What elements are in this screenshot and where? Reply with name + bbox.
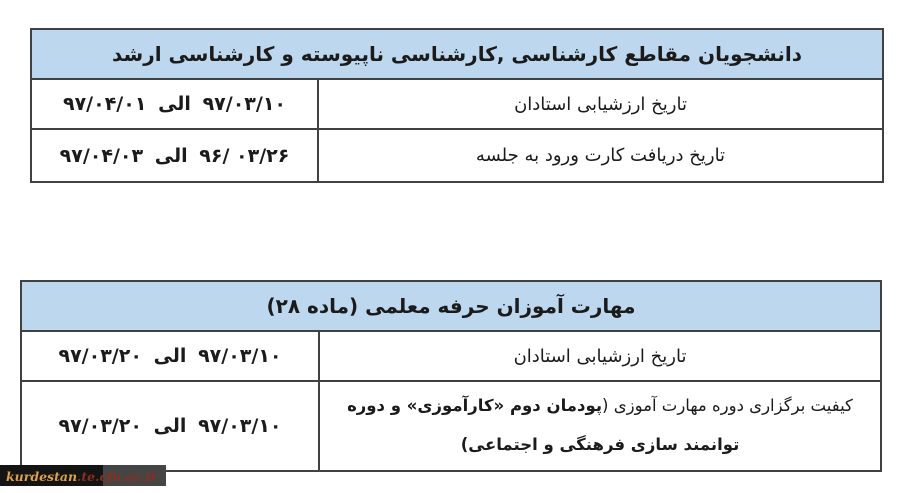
date-range: ۹۷/۰۴/۰۱ الی ۹۷/۰۳/۱۰ xyxy=(32,80,319,128)
watermark-domain-text: .te.cfu.ac.ir xyxy=(77,468,158,484)
row-label-bold-part: پودمان دوم «کارآموزی» و دوره توانمند ساز… xyxy=(347,396,740,454)
table-header: دانشجویان مقاطع کارشناسی ,کارشناسی ناپیو… xyxy=(32,30,882,80)
date-range: ۹۷/۰۴/۰۳ الی ۹۶/ ۰۳/۲۶ xyxy=(32,130,319,181)
date-start: ۹۷/۰۳/۱۰ xyxy=(202,93,287,115)
date-start: ۹۶/ ۰۳/۲۶ xyxy=(199,144,290,167)
date-start: ۹۷/۰۳/۱۰ xyxy=(198,345,282,367)
date-range: ۹۷/۰۳/۲۰ الی ۹۷/۰۳/۱۰ xyxy=(22,332,320,380)
date-conjunction: الی xyxy=(158,93,191,115)
watermark-badge: kurdestan .te.cfu.ac.ir xyxy=(0,465,167,486)
date-end: ۹۷/۰۳/۲۰ xyxy=(58,415,142,437)
row-label: تاریخ ارزشیابی استادان xyxy=(514,93,687,115)
table-row: ۹۷/۰۳/۲۰ الی ۹۷/۰۳/۱۰ تاریخ ارزشیابی است… xyxy=(22,332,880,382)
row-label-regular-part: کیفیت برگزاری دوره مهارت آموزی ( xyxy=(602,396,853,416)
degree-students-table: دانشجویان مقاطع کارشناسی ,کارشناسی ناپیو… xyxy=(30,28,884,183)
row-label: تاریخ دریافت کارت ورود به جلسه xyxy=(475,145,726,166)
row-label: تاریخ ارزشیابی استادان xyxy=(513,345,687,367)
date-conjunction: الی xyxy=(154,144,188,167)
date-range: ۹۷/۰۳/۲۰ الی ۹۷/۰۳/۱۰ xyxy=(22,382,320,470)
teaching-skill-table: مهارت آموزان حرفه معلمی (ماده ۲۸) ۹۷/۰۳/… xyxy=(20,280,882,472)
date-conjunction: الی xyxy=(153,415,187,437)
date-end: ۹۷/۰۴/۰۱ xyxy=(62,93,147,115)
date-start: ۹۷/۰۳/۱۰ xyxy=(198,415,282,437)
row-label: کیفیت برگزاری دوره مهارت آموزی (پودمان د… xyxy=(320,382,880,470)
table-header-label: دانشجویان مقاطع کارشناسی ,کارشناسی ناپیو… xyxy=(111,42,803,66)
date-conjunction: الی xyxy=(153,345,187,367)
table-header: مهارت آموزان حرفه معلمی (ماده ۲۸) xyxy=(22,282,880,332)
table-header-label: مهارت آموزان حرفه معلمی (ماده ۲۸) xyxy=(266,294,636,318)
watermark-site-text: kurdestan xyxy=(6,468,78,484)
table-row: ۹۷/۰۳/۲۰ الی ۹۷/۰۳/۱۰ کیفیت برگزاری دوره… xyxy=(22,382,880,470)
table-row: ۹۷/۰۴/۰۱ الی ۹۷/۰۳/۱۰ تاریخ ارزشیابی است… xyxy=(32,80,882,130)
table-row: ۹۷/۰۴/۰۳ الی ۹۶/ ۰۳/۲۶ تاریخ دریافت کارت… xyxy=(32,130,882,181)
date-end: ۹۷/۰۳/۲۰ xyxy=(58,345,142,367)
date-end: ۹۷/۰۴/۰۳ xyxy=(59,144,144,167)
